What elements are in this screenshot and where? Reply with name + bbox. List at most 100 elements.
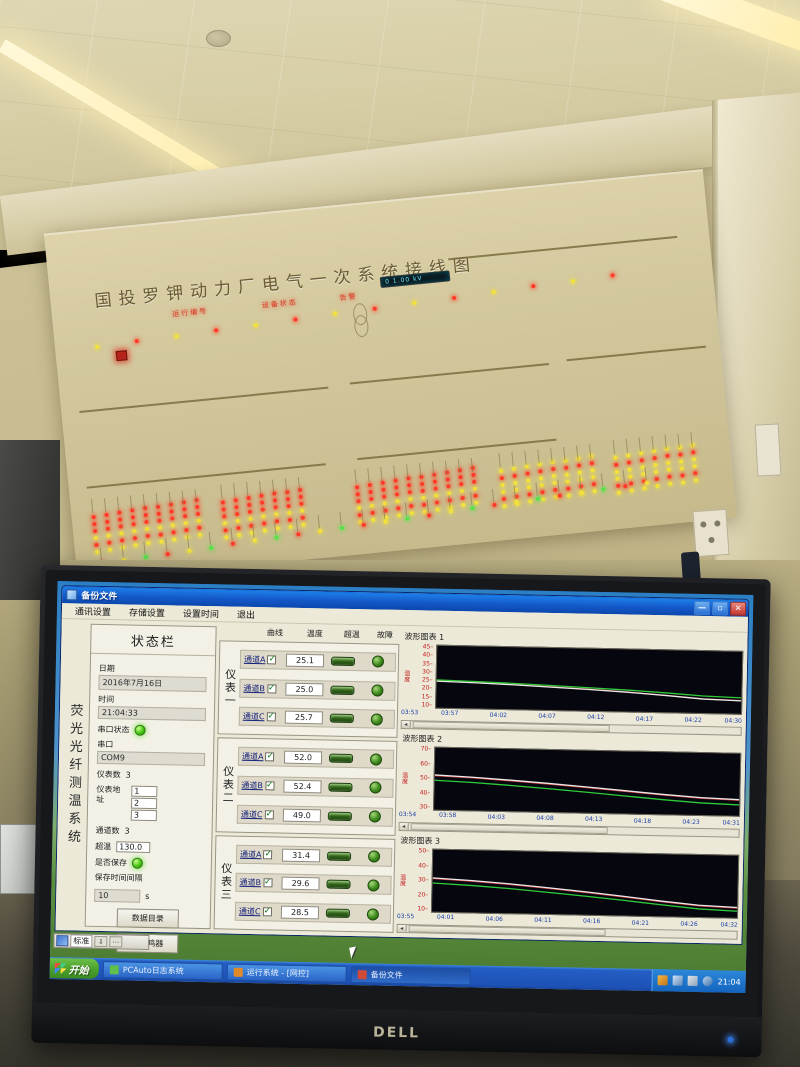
chart-plot-area: 温度 70– 60– 50– 40– 30– (399, 745, 742, 817)
app-window-icon (66, 589, 78, 601)
instrument-label-1: 仪表一 (223, 668, 237, 708)
chart-xtick: 04:03 (487, 813, 506, 821)
instrument-panel: 仪表三 通道A 31.4 通道B 29.6 (213, 834, 396, 933)
status-panel-body: 日期 2016年7月16日 时间 21:04:33 串口状态 串口 COM9 (85, 654, 215, 959)
channel-curve-checkbox[interactable] (266, 712, 276, 722)
channel-fault-indicator-icon (368, 810, 381, 823)
channel-over-temp-indicator-icon (326, 879, 351, 890)
date-value: 2016年7月16日 (98, 674, 207, 693)
chart-y-ticks: 50– 40– 30– 20– 10– (407, 847, 432, 912)
electrical-mimic-board: 国投罗钾动力厂电气一次系统接线图 运行编号 设备状态 告警 0 1.00 kV (43, 169, 737, 582)
usb-icon[interactable] (687, 975, 698, 986)
window-title: 备份文件 (81, 591, 118, 603)
channel-temperature-value: 25.0 (285, 682, 324, 697)
chart-plot-area: 温度 50– 40– 30– 20– 10– (397, 847, 740, 919)
channel-curve-checkbox[interactable] (266, 683, 277, 694)
start-button-label: 开始 (68, 964, 89, 977)
channel-fault-indicator-icon (369, 753, 383, 766)
channel-curve-checkbox[interactable] (265, 752, 275, 762)
channel-temperature-value: 52.4 (283, 779, 322, 794)
chart-scroll-thumb[interactable] (410, 823, 608, 835)
channel-over-temp-indicator-icon (329, 713, 354, 724)
maximize-button[interactable]: ▫ (712, 600, 729, 616)
menu-item-storage-settings[interactable]: 存储设置 (128, 608, 166, 620)
channel-fault-indicator-icon (371, 684, 384, 697)
chart-scroll-thumb[interactable] (412, 721, 610, 733)
column-header-curve: 曲线 (266, 628, 284, 638)
app-window-icon (357, 969, 367, 979)
close-button[interactable]: ✕ (729, 601, 747, 616)
channel-row: 通道B 29.6 (235, 872, 392, 896)
chart-y-axis-label: 温度 (400, 771, 408, 785)
data-directory-button[interactable]: 数据目录 (116, 908, 179, 929)
channel-curve-checkbox[interactable] (263, 849, 273, 859)
port-value[interactable]: COM9 (96, 750, 206, 767)
start-button[interactable]: 开始 (49, 957, 99, 979)
minimize-button[interactable]: — (694, 600, 711, 615)
menu-item-exit[interactable]: 退出 (236, 610, 256, 622)
chart-ytick: 70– (420, 745, 432, 753)
chart-canvas (433, 746, 742, 817)
meter-address-input-2[interactable]: 2 (130, 797, 158, 810)
waveform-chart-3: 波形图表 3 温度 50– 40– 30– 20– 10– 03:55 04:01 04:0… (396, 834, 740, 940)
meter-count-value: 3 (125, 770, 131, 780)
ime-button-2[interactable]: ⋯ (109, 936, 123, 948)
ime-language-bar[interactable]: 标准 ⇩ ⋯ (53, 933, 150, 950)
chart-xtick: 04:22 (684, 716, 702, 725)
volume-icon[interactable] (702, 976, 713, 987)
channel-rows: 通道A 52.0 通道B 52.4 (236, 742, 395, 831)
chart-scroll-left-icon[interactable]: ◂ (399, 822, 409, 831)
channel-name-label: 通道A (242, 654, 286, 666)
chart-scroll-left-icon[interactable]: ◂ (401, 720, 411, 729)
meter-count-row: 仪表数 3 (97, 769, 205, 782)
chart-xtick: 03:58 (438, 812, 457, 820)
vertical-app-title-text: 荧光光纤测温系统 (64, 702, 83, 848)
chart-plot-area: 温度 45– 40– 35– 30– 25– 20– 15– 10– (401, 643, 744, 715)
date-label: 日期 (98, 663, 115, 674)
menu-item-set-time[interactable]: 设置时间 (182, 609, 220, 621)
chart-ytick: 30– (422, 668, 433, 676)
channel-curve-checkbox[interactable] (262, 907, 272, 917)
chart-xtick: 04:18 (633, 817, 652, 825)
ime-mode-label[interactable]: 标准 (70, 934, 93, 948)
channel-name-label: 通道A (240, 751, 284, 763)
channel-curve-checkbox[interactable] (264, 781, 275, 791)
taskbar-item[interactable]: 运行系统 - [网控] (226, 963, 347, 983)
chart-ytick: 50– (419, 774, 431, 782)
taskbar-item-label: 备份文件 (370, 969, 403, 980)
instrument-column-headers: 曲线 温度 超温 故障 (219, 626, 399, 641)
channel-temperature-value: 25.1 (285, 653, 325, 668)
meter-address-label: 仪表地址 (96, 784, 121, 805)
chart-xtick: 04:31 (722, 819, 740, 828)
channel-row: 通道A 31.4 (235, 844, 393, 867)
channel-curve-checkbox[interactable] (267, 655, 277, 665)
chart-scroll-thumb[interactable] (408, 925, 606, 937)
chart-series-通道C (434, 780, 739, 805)
channel-name-label: 通道B (241, 682, 285, 694)
channel-curve-checkbox[interactable] (264, 809, 274, 820)
channel-row: 通道B 52.4 (237, 775, 394, 798)
channel-temperature-value: 49.0 (282, 808, 322, 823)
menu-item-comm-settings[interactable]: 通讯设置 (74, 607, 112, 619)
channel-rows: 通道A 31.4 通道B 29.6 (234, 839, 393, 928)
shield-icon[interactable] (657, 975, 668, 986)
save-interval-input[interactable]: 10 (94, 888, 141, 903)
taskbar-clock[interactable]: 21:04 (717, 976, 741, 987)
chart-canvas (430, 848, 740, 919)
save-enable-label: 是否保存 (94, 857, 127, 868)
taskbar-item[interactable]: 备份文件 (350, 965, 471, 985)
meter-address-input-3[interactable]: 3 (130, 809, 157, 822)
chart-series-通道A (432, 878, 737, 908)
network-icon[interactable] (672, 975, 683, 986)
ime-button-1[interactable]: ⇩ (94, 935, 108, 948)
over-temp-input[interactable]: 130.0 (116, 841, 151, 853)
chart-canvas (435, 644, 744, 715)
chart-xtick: 04:21 (631, 919, 650, 927)
channel-curve-checkbox[interactable] (262, 878, 273, 888)
over-temp-row: 超温 130.0 (95, 841, 203, 854)
save-enable-led-icon[interactable] (131, 857, 144, 869)
taskbar-item[interactable]: PCAuto日志系统 (102, 960, 223, 980)
chart-ytick: 40– (419, 788, 431, 797)
meter-address-input-1[interactable]: 1 (131, 785, 158, 798)
chart-scroll-left-icon[interactable]: ◂ (397, 924, 407, 933)
